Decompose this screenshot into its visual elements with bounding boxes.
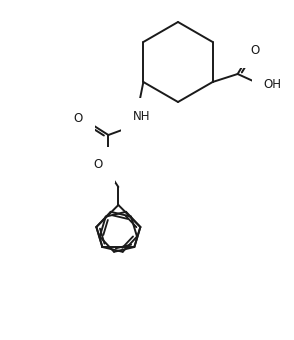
Text: O: O bbox=[250, 44, 259, 56]
Text: NH: NH bbox=[133, 109, 150, 122]
Text: O: O bbox=[74, 112, 83, 124]
Text: OH: OH bbox=[264, 78, 282, 90]
Text: O: O bbox=[94, 158, 103, 171]
